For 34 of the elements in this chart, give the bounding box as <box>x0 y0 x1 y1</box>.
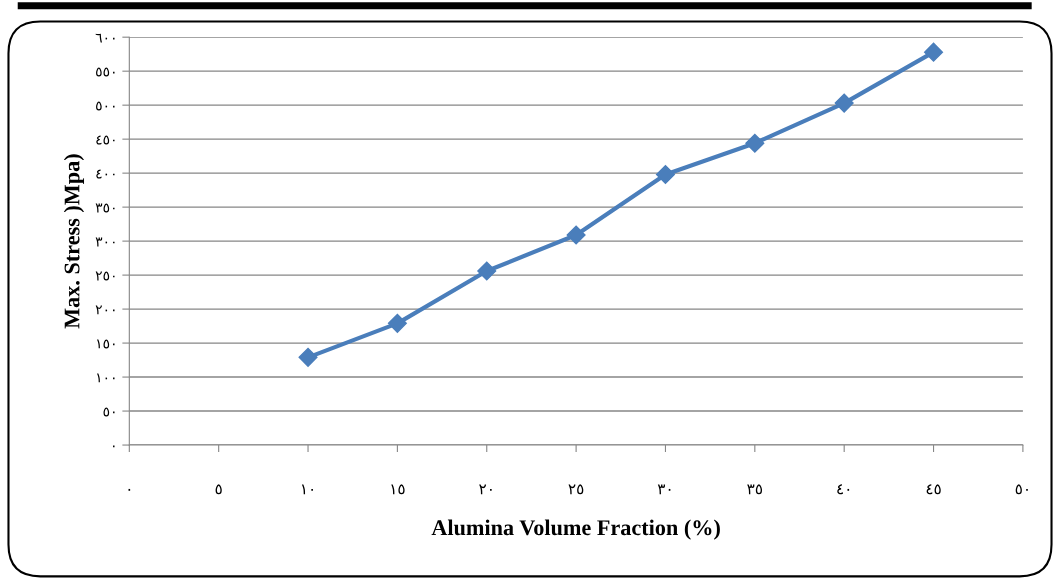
x-tick-label: ٢٥ <box>568 484 584 495</box>
y-tick-label: ١٠٠ <box>97 373 115 383</box>
y-tick-label: ٥٥٠ <box>96 67 115 77</box>
x-tick-label: ٤٥ <box>926 484 941 495</box>
x-tick-label: ٣٥ <box>747 484 763 495</box>
y-tick-label: ٤٥٠ <box>96 135 115 145</box>
y-tick-label: ٤٠٠ <box>96 169 115 179</box>
x-tick-label: ٤٠ <box>837 484 850 495</box>
y-tick-label: ٢٠٠ <box>95 305 115 315</box>
point <box>655 164 676 185</box>
y-tick-label: ٦٠٠ <box>95 33 115 43</box>
y-tick-label: ٢٥٠ <box>95 271 115 281</box>
point <box>387 313 407 333</box>
y-tick-label: ٣٠٠ <box>95 237 115 247</box>
point <box>477 261 497 281</box>
point <box>924 42 944 62</box>
x-tick-label: ١٠ <box>301 484 313 495</box>
y-axis-title: Max. Stress )Mpa) <box>63 154 85 329</box>
point <box>745 133 765 153</box>
x-tick-label: ٥ <box>215 484 222 495</box>
y-tick-label: ٣٥٠ <box>95 203 115 213</box>
x-tick-label: ٥٠ <box>1015 484 1028 495</box>
y-tick-label: ١٥٠ <box>97 339 115 349</box>
point <box>298 347 318 367</box>
x-tick-label: ١٥ <box>391 484 405 495</box>
x-tick-label: ٣٠ <box>657 484 671 495</box>
point <box>834 93 854 113</box>
x-axis-title: Alumina Volume Fraction (%) <box>431 519 720 540</box>
point <box>566 225 586 245</box>
x-tick-label: ٢٠ <box>479 484 492 495</box>
y-tick-label: ٥٠ <box>103 407 115 417</box>
y-tick-label: ٥٠٠ <box>96 101 115 111</box>
x-tick-label: ٠ <box>128 488 131 491</box>
y-tick-label: ٠ <box>113 445 115 448</box>
